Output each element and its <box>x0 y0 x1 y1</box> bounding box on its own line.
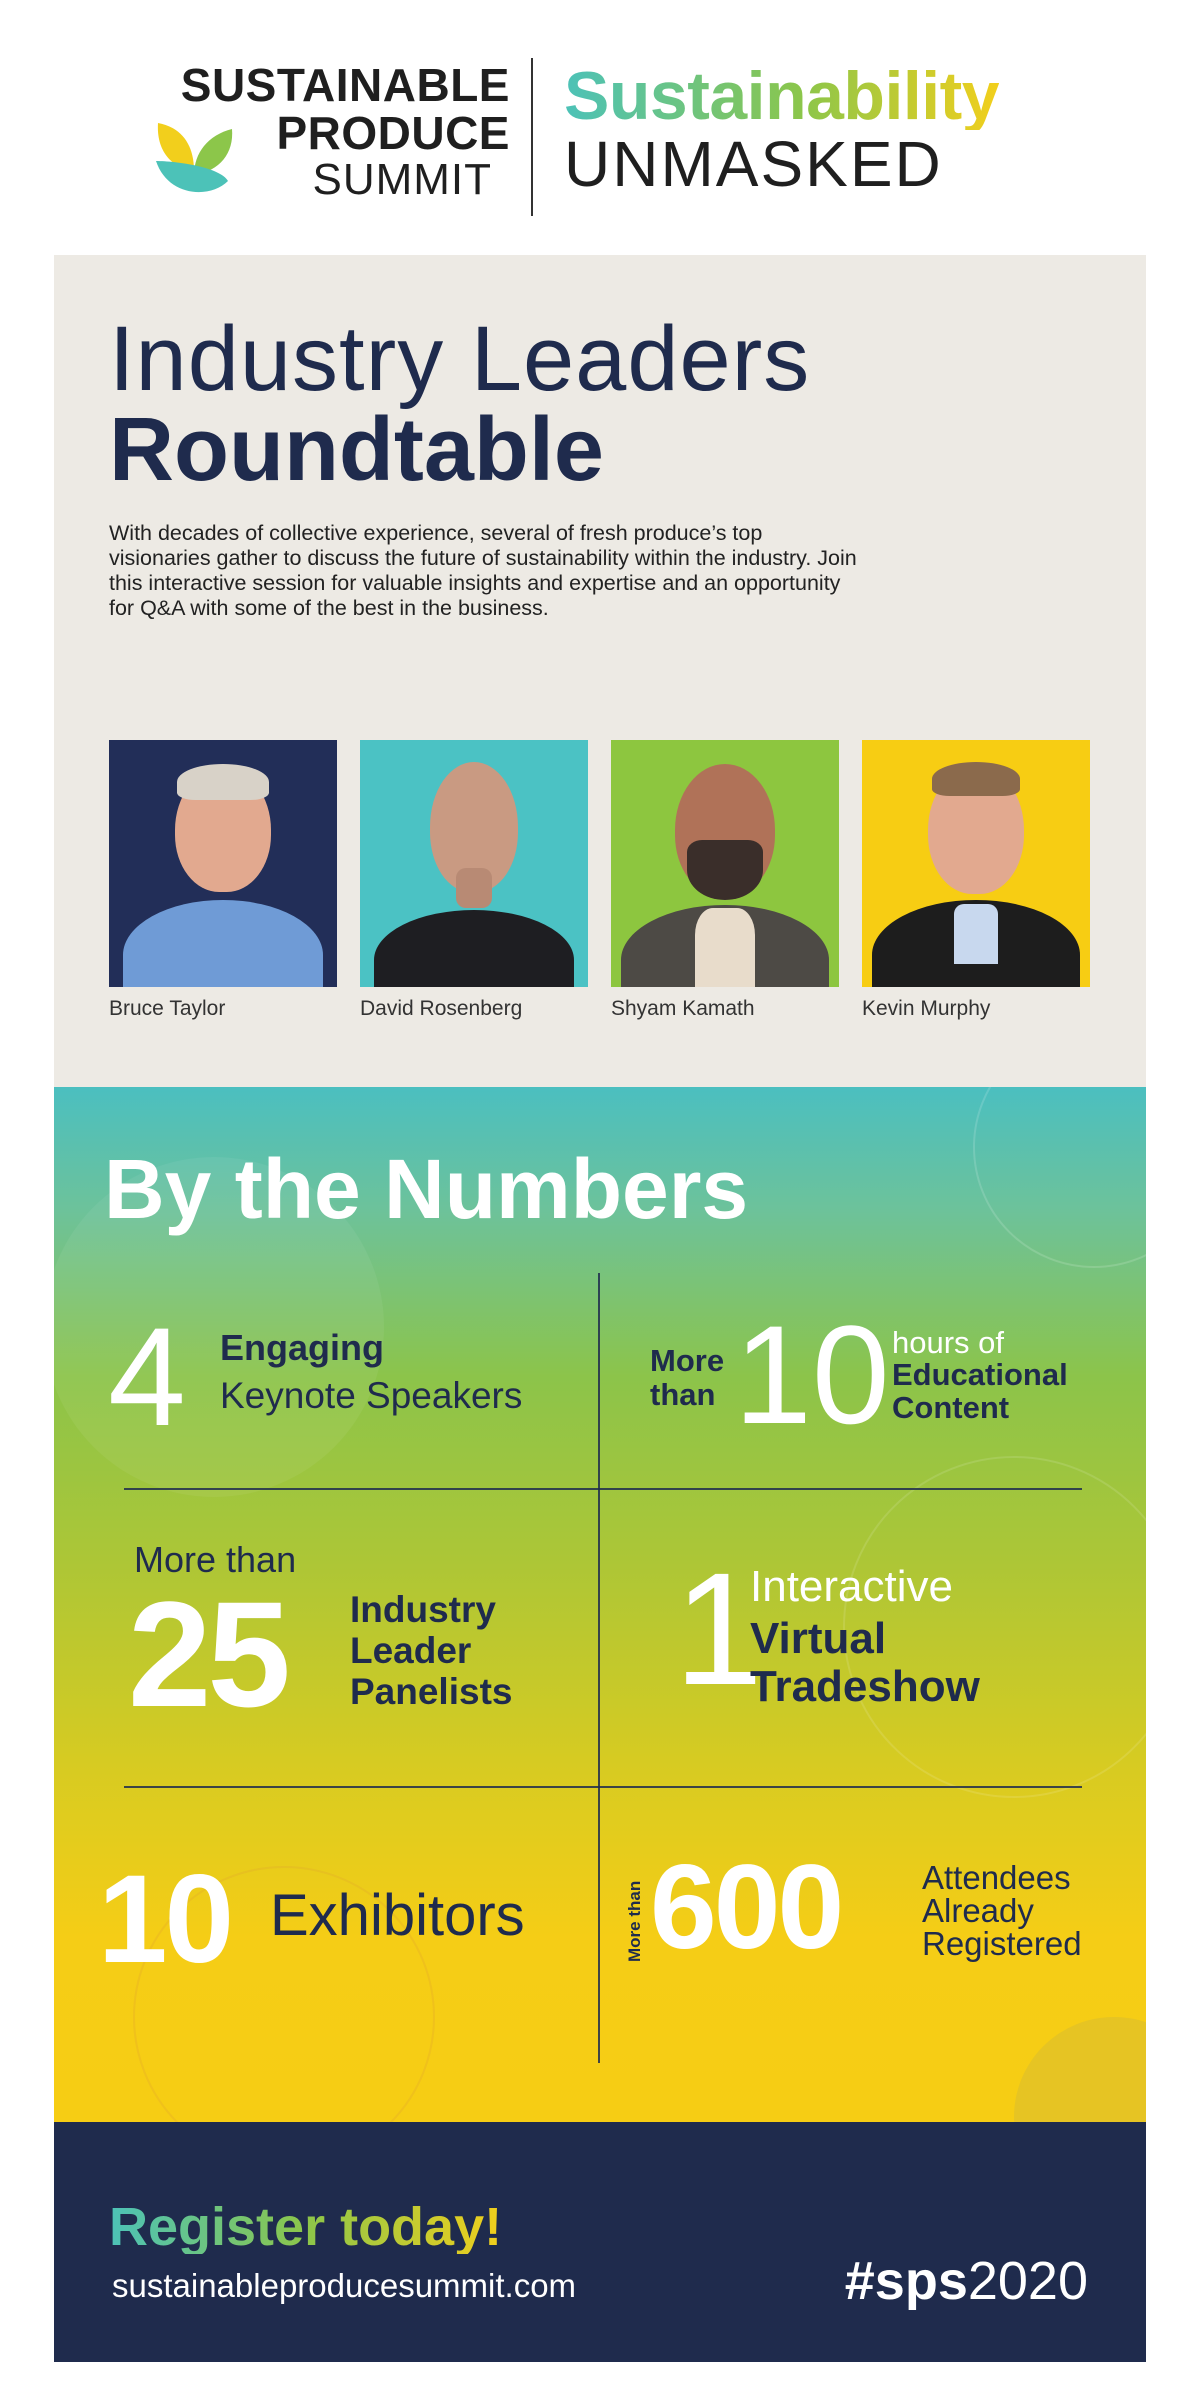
hashtag-light: 2020 <box>967 2251 1088 2311</box>
stat-attendees-number: 600 <box>650 1840 844 1974</box>
logo-line2: PRODUCE <box>276 107 510 159</box>
stat-attendees-prefix: More than <box>625 1880 644 1962</box>
numbers-title: By the Numbers <box>104 1142 749 1236</box>
stat-panelists-prefix: More than <box>134 1539 297 1580</box>
roundtable-description: With decades of collective experience, s… <box>109 521 857 620</box>
grid-divider-vertical <box>598 1273 600 2063</box>
website-link[interactable]: sustainableproducesummit.com <box>112 2267 577 2304</box>
grid-divider-horizontal <box>124 1488 1082 1490</box>
leaf-logo-icon <box>156 123 233 193</box>
stat-keynote-label: Keynote Speakers <box>220 1375 523 1416</box>
stat-keynote-number: 4 <box>108 1298 186 1455</box>
stat-panelists-bold3: Panelists <box>350 1671 513 1712</box>
speaker-photo <box>611 740 839 987</box>
stat-tradeshow-light: Interactive <box>750 1562 953 1611</box>
stat-tradeshow-number: 1 <box>674 1539 763 1718</box>
stat-panelists-bold1: Industry <box>350 1589 496 1630</box>
speaker-name: Bruce Taylor <box>109 997 226 1020</box>
stat-attendees-line2: Already <box>922 1892 1034 1929</box>
roundtable-section: Industry Leaders Roundtable With decades… <box>54 255 1146 1087</box>
hashtag-bold: #sps <box>844 2251 968 2311</box>
logo-line1: SUSTAINABLE <box>180 59 510 111</box>
stat-hours-number: 10 <box>734 1296 890 1453</box>
stat-keynote-bold: Engaging <box>220 1327 384 1368</box>
roundtable-title-line1: Industry Leaders <box>109 308 811 410</box>
register-heading: Register today! <box>109 2197 503 2257</box>
stat-hours-bold1: Educational <box>892 1357 1068 1392</box>
speaker-name: David Rosenberg <box>360 997 523 1020</box>
background-curves <box>54 1087 1146 2122</box>
roundtable-title-line2: Roundtable <box>109 400 604 500</box>
hashtag: #sps2020 <box>845 2254 1088 2308</box>
speaker-name: Shyam Kamath <box>611 997 755 1020</box>
stat-hours-light: hours of <box>892 1325 1005 1360</box>
speaker-list: Bruce Taylor David Rosenberg Shyam Kamat… <box>109 740 1091 1020</box>
grid-divider-horizontal <box>124 1786 1082 1788</box>
stat-hours-prefix1: More <box>650 1343 725 1378</box>
speaker-card: Bruce Taylor <box>109 740 337 1021</box>
stat-exhibitors-label: Exhibitors <box>270 1883 525 1948</box>
stat-attendees-line1: Attendees <box>922 1859 1071 1896</box>
stat-exhibitors-number: 10 <box>98 1850 234 1989</box>
tagline: Sustainability UNMASKED <box>564 58 1000 200</box>
speaker-name: Kevin Murphy <box>862 997 991 1020</box>
stat-tradeshow-bold1: Virtual <box>750 1614 887 1663</box>
speaker-photo <box>109 740 337 987</box>
speaker-photo <box>360 740 588 987</box>
speaker-photo <box>862 740 1090 987</box>
tagline-line2: UNMASKED <box>564 128 943 200</box>
speaker-card: Kevin Murphy <box>862 740 1090 1021</box>
speaker-card: Shyam Kamath <box>611 740 839 1021</box>
tagline-line1: Sustainability <box>564 58 1000 134</box>
stat-attendees-line3: Registered <box>922 1925 1082 1962</box>
stat-panelists-bold2: Leader <box>350 1630 472 1671</box>
summit-logo-text: SUSTAINABLE PRODUCE SUMMIT <box>150 62 510 202</box>
stat-hours-bold2: Content <box>892 1390 1010 1425</box>
footer: Register today! sustainableproducesummit… <box>54 2122 1146 2362</box>
stat-panelists-number: 25 <box>128 1570 291 1738</box>
logo-line3: SUMMIT <box>312 155 492 204</box>
header-divider <box>531 58 533 216</box>
stat-hours-prefix2: than <box>650 1377 716 1412</box>
speaker-card: David Rosenberg <box>360 740 588 1021</box>
numbers-section: By the Numbers 4 Engaging Keynote Speake… <box>54 1087 1146 2122</box>
header: SUSTAINABLE PRODUCE SUMMIT Sustainabilit… <box>0 0 1200 255</box>
stat-tradeshow-bold2: Tradeshow <box>750 1662 980 1711</box>
